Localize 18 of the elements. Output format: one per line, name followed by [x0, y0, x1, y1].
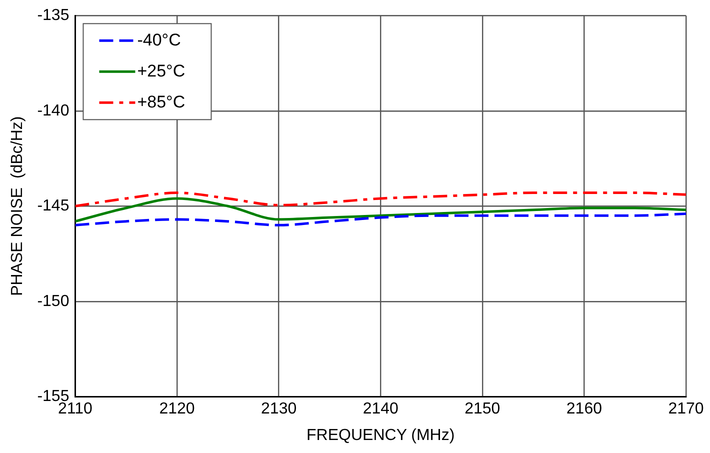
x-tick-label: 2140 [362, 400, 399, 418]
line-series [75, 197, 686, 223]
x-tick-label: 2130 [261, 400, 297, 418]
y-axis-title: PHASE NOISE (dBc/Hz) [9, 116, 26, 296]
x-tick-label: 2170 [668, 400, 704, 418]
legend-label: -40°C [137, 30, 181, 50]
legend-label: +25°C [137, 61, 186, 80]
y-tick-label: -140 [37, 102, 70, 120]
y-tick-label: -150 [37, 292, 70, 310]
x-tick-label: 2160 [566, 400, 602, 418]
line-series [75, 212, 686, 226]
x-tick-label: 2120 [159, 400, 195, 418]
x-axis-title: FREQUENCY (MHz) [306, 426, 455, 444]
y-tick-label: -135 [37, 7, 70, 24]
x-tick-label: 2150 [464, 400, 500, 418]
legend-label: +85°C [137, 92, 186, 112]
y-tick-label: -145 [37, 198, 70, 215]
line-series [75, 192, 686, 208]
